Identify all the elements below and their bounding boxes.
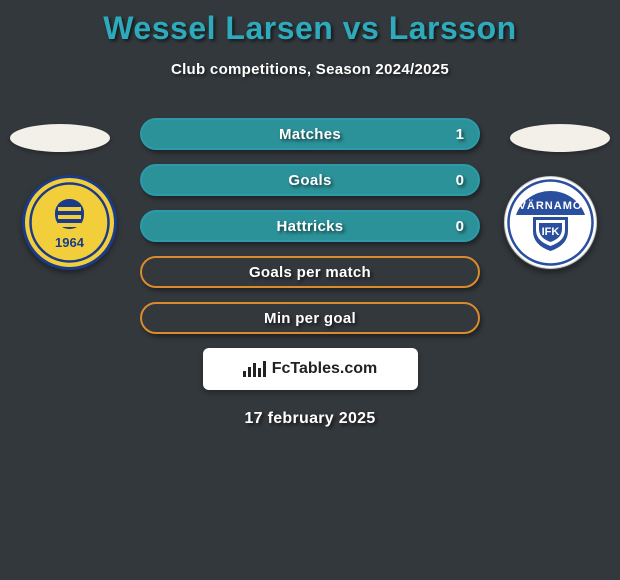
stat-row: Hattricks 0	[140, 210, 480, 242]
stat-row: Goals 0	[140, 164, 480, 196]
stat-value: 0	[456, 218, 464, 235]
site-label: FcTables.com	[272, 360, 378, 378]
stat-pill-min-per-goal: Min per goal	[140, 302, 480, 334]
stat-pill-goals-per-match: Goals per match	[140, 256, 480, 288]
stat-value: 0	[456, 172, 464, 189]
chart-bars-icon	[243, 361, 266, 377]
stat-label: Goals	[142, 172, 478, 189]
stat-pill-matches: Matches 1	[140, 118, 480, 150]
stat-label: Hattricks	[142, 218, 478, 235]
date-text: 17 february 2025	[0, 410, 620, 428]
stat-row: Matches 1	[140, 118, 480, 150]
stat-label: Min per goal	[142, 310, 478, 327]
stat-label: Goals per match	[142, 264, 478, 281]
stat-label: Matches	[142, 126, 478, 143]
stat-value: 1	[456, 126, 464, 143]
stats-container: Matches 1 Goals 0 Hattricks 0 Goals per …	[0, 118, 620, 334]
site-badge: FcTables.com	[203, 348, 418, 390]
stat-pill-hattricks: Hattricks 0	[140, 210, 480, 242]
page-subtitle: Club competitions, Season 2024/2025	[0, 61, 620, 78]
stat-row: Min per goal	[140, 302, 480, 334]
stat-row: Goals per match	[140, 256, 480, 288]
stat-pill-goals: Goals 0	[140, 164, 480, 196]
page-title: Wessel Larsen vs Larsson	[0, 0, 620, 47]
